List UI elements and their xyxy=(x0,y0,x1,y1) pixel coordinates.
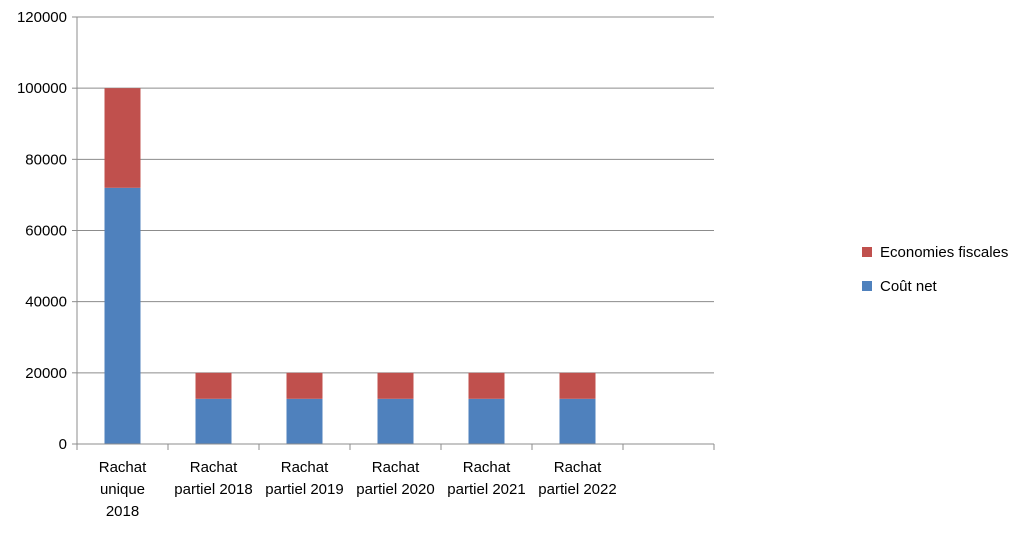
bar-segment-cout-net xyxy=(559,398,596,444)
bar-segment-cout-net xyxy=(286,398,323,444)
legend-swatch-cout-net xyxy=(862,281,872,291)
bar-segment-cout-net xyxy=(195,398,232,444)
x-category-label-line: unique xyxy=(100,481,145,498)
x-category-label-line: Rachat xyxy=(99,459,147,476)
bar-segment-economies-fiscales xyxy=(377,372,414,399)
gridlines xyxy=(77,16,714,374)
x-category-label-line: Rachat xyxy=(281,459,329,476)
legend: Economies fiscales Coût net xyxy=(862,243,1008,311)
legend-swatch-economies xyxy=(862,247,872,257)
x-category-label: Rachat partiel 2018 xyxy=(174,459,252,498)
axes xyxy=(72,16,715,450)
y-tick-labels: 0 20000 40000 60000 80000 100000 120000 xyxy=(17,9,67,453)
x-category-label-line: partiel 2019 xyxy=(265,481,343,498)
legend-label-economies: Economies fiscales xyxy=(880,243,1009,261)
x-category-label: Rachat unique 2018 xyxy=(99,459,147,520)
x-category-label: Rachat partiel 2022 xyxy=(538,459,616,498)
x-category-label-line: partiel 2021 xyxy=(447,481,525,498)
y-tick-label: 0 xyxy=(59,436,67,453)
x-category-label: Rachat partiel 2021 xyxy=(447,459,525,498)
x-category-label-line: Rachat xyxy=(463,459,511,476)
y-tick-label: 120000 xyxy=(17,9,67,26)
x-category-label-line: 2018 xyxy=(106,503,139,520)
bar-segment-economies-fiscales xyxy=(468,372,505,399)
y-tick-label: 60000 xyxy=(25,223,67,240)
bar-segment-cout-net xyxy=(468,398,505,444)
bar-segment-economies-fiscales xyxy=(104,88,141,188)
legend-item-economies: Economies fiscales xyxy=(862,243,1008,261)
legend-item-cout-net: Coût net xyxy=(862,277,1008,295)
x-category-label: Rachat partiel 2020 xyxy=(356,459,434,498)
x-category-label-line: partiel 2022 xyxy=(538,481,616,498)
legend-label-cout-net: Coût net xyxy=(880,277,937,295)
bar-segment-economies-fiscales xyxy=(195,372,232,399)
x-category-label: Rachat partiel 2019 xyxy=(265,459,343,498)
y-tick-label: 20000 xyxy=(25,365,67,382)
bar-segment-cout-net xyxy=(377,398,414,444)
y-tick-label: 80000 xyxy=(25,151,67,168)
x-category-label-line: Rachat xyxy=(554,459,602,476)
bar-segment-economies-fiscales xyxy=(559,372,596,399)
bar-segment-cout-net xyxy=(104,187,141,445)
x-category-label-line: Rachat xyxy=(190,459,238,476)
x-category-label-line: Rachat xyxy=(372,459,420,476)
bar-segment-economies-fiscales xyxy=(286,372,323,399)
bars xyxy=(104,88,596,445)
y-tick-label: 100000 xyxy=(17,80,67,97)
x-category-label-line: partiel 2020 xyxy=(356,481,434,498)
y-tick-label: 40000 xyxy=(25,294,67,311)
x-category-label-line: partiel 2018 xyxy=(174,481,252,498)
